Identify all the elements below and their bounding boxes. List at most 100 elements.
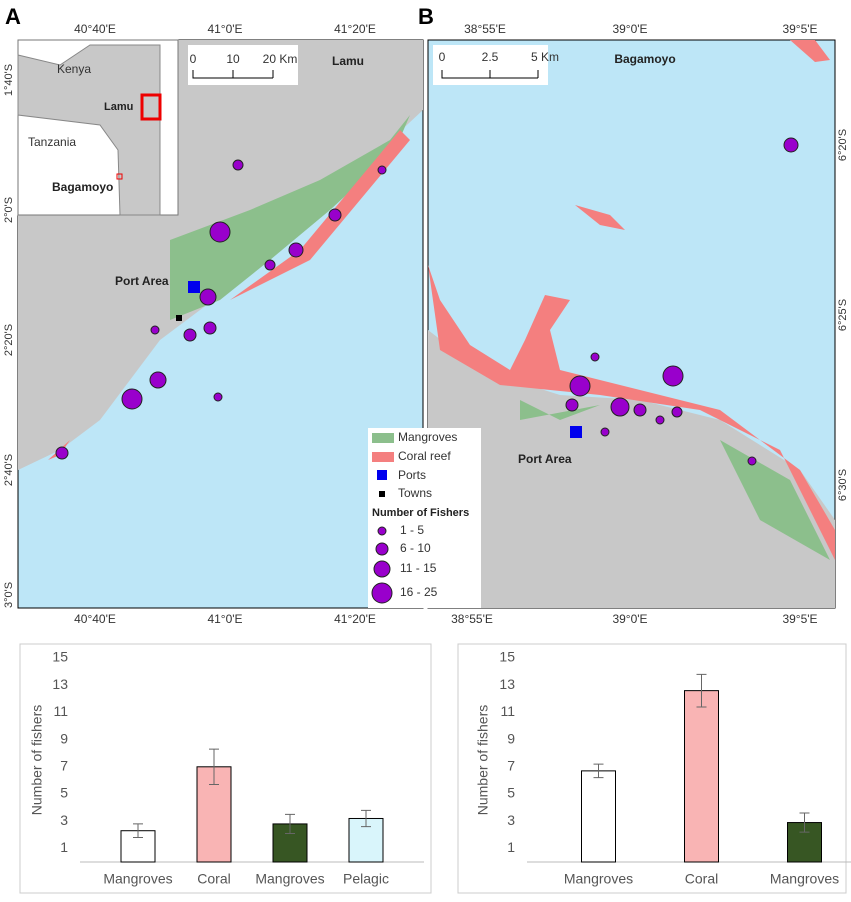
y-tick-label: 1 bbox=[507, 839, 515, 855]
x-tick-label: Mangroves bbox=[770, 871, 839, 887]
land bbox=[428, 330, 835, 608]
legend-label: Ports bbox=[398, 468, 426, 482]
panel-label: B bbox=[418, 4, 434, 29]
town bbox=[176, 315, 182, 321]
y-tick-label: 11 bbox=[53, 703, 68, 719]
x-tick-label: Pelagic bbox=[343, 871, 389, 887]
lon-label: 39°5'E bbox=[782, 22, 817, 36]
legend-swatch bbox=[372, 433, 394, 443]
error-bar bbox=[133, 823, 143, 839]
lat-label: 2°0'S bbox=[3, 197, 15, 223]
mangroves bbox=[520, 400, 830, 560]
lon-label: 39°0'E bbox=[612, 612, 647, 626]
legend-label: Coral reef bbox=[398, 449, 451, 463]
legend-label: 1 - 5 bbox=[400, 523, 424, 537]
scale-label: 2.5 bbox=[482, 50, 499, 64]
x-tick-label: Coral bbox=[685, 871, 718, 887]
y-tick-label: 11 bbox=[500, 703, 515, 719]
legend-title: Number of Fishers bbox=[372, 507, 469, 519]
lat-label: 3°0'S bbox=[3, 582, 15, 608]
y-tick-label: 7 bbox=[507, 758, 515, 774]
lat-label: 2°20'S bbox=[3, 324, 15, 356]
scale-label: 0 bbox=[439, 50, 446, 64]
inset-label: Tanzania bbox=[28, 135, 76, 149]
fisher-points bbox=[565, 137, 799, 466]
lon-label: 40°40'E bbox=[74, 612, 116, 626]
chart-frame bbox=[19, 643, 432, 894]
y-tick-label: 1 bbox=[60, 839, 68, 855]
error-bar bbox=[696, 673, 707, 708]
map-a: Kenya Lamu Tanzania Bagamoyo 0 10 20 Km … bbox=[3, 4, 424, 626]
y-tick-label: 5 bbox=[60, 785, 68, 801]
lon-label: 41°0'E bbox=[207, 612, 242, 626]
bar bbox=[684, 690, 719, 863]
x-tick-label: Mangroves bbox=[103, 871, 172, 887]
y-axis-label: Number of fishers bbox=[29, 705, 45, 815]
bar bbox=[348, 817, 384, 863]
legend-swatch bbox=[377, 470, 387, 480]
y-tick-label: 15 bbox=[52, 649, 68, 665]
x-tick-label: Coral bbox=[197, 871, 230, 887]
mangroves bbox=[170, 115, 410, 320]
legend-label: Mangroves bbox=[398, 430, 457, 444]
y-tick-label: 9 bbox=[60, 730, 68, 746]
place-label: Port Area bbox=[115, 274, 169, 288]
inset-land bbox=[17, 44, 161, 216]
y-tick-label: 7 bbox=[60, 758, 68, 774]
scale-label: 0 bbox=[190, 52, 197, 66]
inset-label: Bagamoyo bbox=[52, 180, 113, 194]
legend-label: Towns bbox=[398, 486, 432, 500]
error-bar bbox=[209, 748, 219, 785]
x-tick-label: Mangroves bbox=[564, 871, 633, 887]
map-b: 0 2.5 5 Km Bagamoyo Port Area B 38°55'E … bbox=[418, 4, 849, 626]
y-tick-label: 13 bbox=[52, 676, 68, 692]
chart-frame bbox=[457, 643, 847, 894]
coral-reef bbox=[48, 130, 410, 460]
fisher-points bbox=[55, 159, 387, 460]
place-label: Port Area bbox=[518, 452, 572, 466]
y-tick-label: 13 bbox=[499, 676, 515, 692]
scale-label: 10 bbox=[226, 52, 240, 66]
y-tick-label: 5 bbox=[507, 785, 515, 801]
x-tick-label: Mangroves bbox=[255, 871, 324, 887]
lon-label: 38°55'E bbox=[464, 22, 506, 36]
legend-swatch bbox=[372, 452, 394, 462]
lat-label: 6°20'S bbox=[837, 129, 849, 161]
scale-bar bbox=[441, 70, 539, 79]
error-bar bbox=[799, 812, 810, 833]
lon-label: 41°20'E bbox=[334, 22, 376, 36]
legend-label: 16 - 25 bbox=[400, 585, 438, 599]
scale-label: 5 Km bbox=[531, 50, 559, 64]
lon-label: 40°40'E bbox=[74, 22, 116, 36]
inset-label: Lamu bbox=[104, 101, 133, 113]
place-label: Lamu bbox=[332, 54, 364, 68]
legend-label: 11 - 15 bbox=[400, 561, 437, 575]
lon-label: 38°55'E bbox=[451, 612, 493, 626]
y-tick-label: 3 bbox=[507, 812, 515, 828]
scale-bar bbox=[192, 70, 274, 79]
legend-label: 6 - 10 bbox=[400, 541, 431, 555]
panel-label: A bbox=[5, 4, 21, 29]
legend-swatch bbox=[379, 491, 385, 497]
lon-label: 41°0'E bbox=[207, 22, 242, 36]
lon-label: 39°5'E bbox=[782, 612, 817, 626]
error-bar bbox=[361, 809, 371, 828]
lat-label: 6°30'S bbox=[837, 469, 849, 501]
port bbox=[188, 281, 200, 293]
y-axis-label: Number of fishers bbox=[475, 705, 491, 815]
place-label: Bagamoyo bbox=[614, 52, 675, 66]
y-tick-label: 9 bbox=[507, 730, 515, 746]
lat-label: 6°25'S bbox=[837, 299, 849, 331]
inset-lamu-box bbox=[140, 93, 162, 121]
error-bar bbox=[285, 813, 295, 834]
lat-label: 1°40'S bbox=[3, 64, 15, 96]
error-bar bbox=[593, 763, 604, 779]
bar bbox=[581, 770, 616, 863]
lon-label: 41°20'E bbox=[334, 612, 376, 626]
port bbox=[570, 426, 582, 438]
lon-label: 39°0'E bbox=[612, 22, 647, 36]
legend: Mangroves Coral reef Ports Towns Number … bbox=[368, 428, 481, 608]
scale-label: 20 Km bbox=[263, 52, 298, 66]
lat-label: 2°40'S bbox=[3, 454, 15, 486]
